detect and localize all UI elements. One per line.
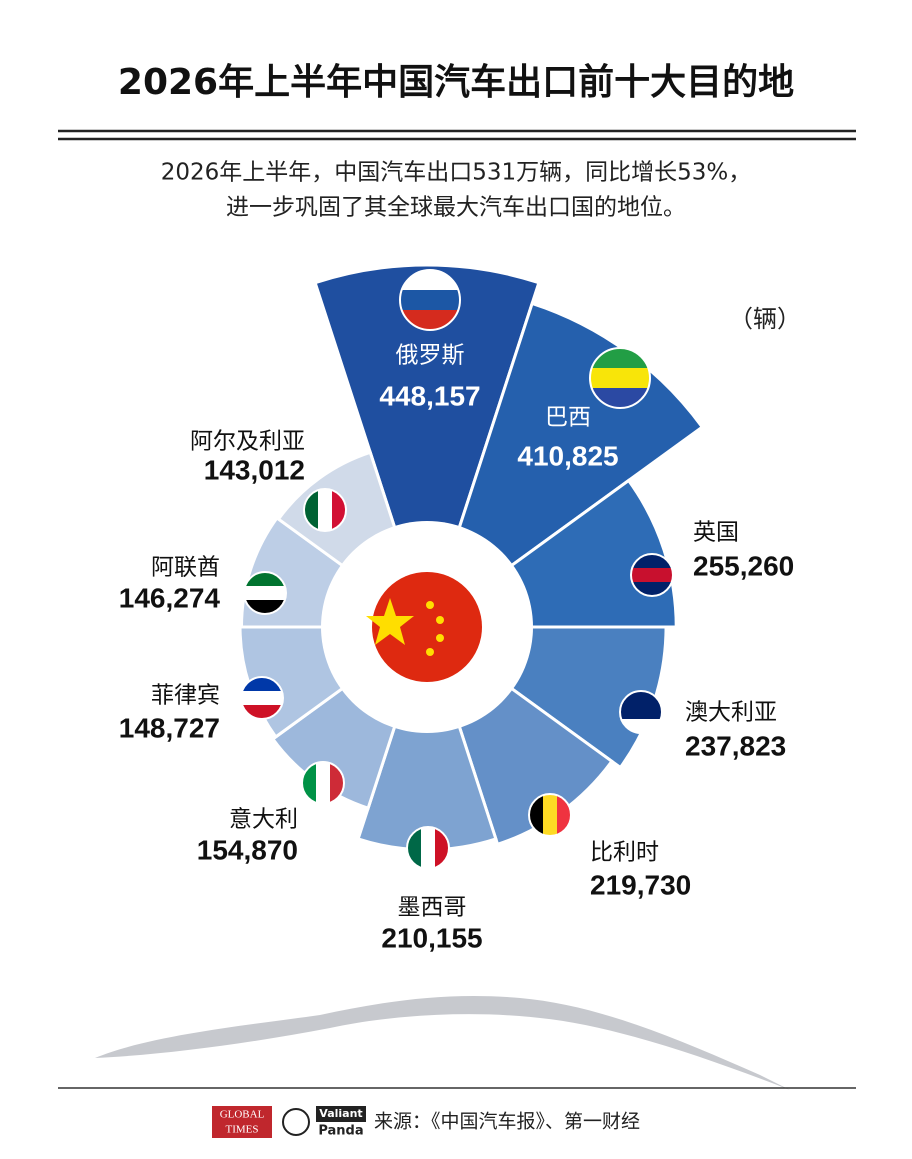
flag-border <box>528 793 572 837</box>
category-label: 菲律宾 <box>151 683 220 709</box>
plot: 俄罗斯 448,157 巴西 410,825 英国 255,260 澳大利亚 237,823 比… <box>119 263 794 953</box>
flag-stripe <box>620 705 662 720</box>
flag-stripe <box>400 270 460 291</box>
logo-text: Panda <box>318 1124 363 1139</box>
flag-stripe <box>631 568 673 583</box>
value-label: 143,012 <box>204 454 305 485</box>
category-label: 俄罗斯 <box>396 343 465 369</box>
flag-stripe <box>421 827 436 869</box>
category-label: 阿联酋 <box>151 555 220 581</box>
logo-box <box>316 1106 366 1122</box>
value-label: 154,870 <box>197 834 298 865</box>
value-label: 448,157 <box>379 380 480 411</box>
flag-border <box>243 571 287 615</box>
logo-text: TIMES <box>226 1124 259 1136</box>
flag-stripe <box>590 368 650 389</box>
flag-stripe <box>318 489 333 531</box>
value-label: 146,274 <box>119 582 221 613</box>
subtitle: 2026年上半年，中国汽车出口531万辆，同比增长53%， <box>161 160 752 186</box>
value-label: 237,823 <box>685 730 786 761</box>
flag-border <box>630 553 674 597</box>
flag-border <box>399 269 461 331</box>
flag-stripe <box>543 794 558 836</box>
flag-stripe <box>244 586 286 601</box>
value-label: 219,730 <box>590 869 691 900</box>
category-label: 英国 <box>693 520 739 546</box>
panda-icon <box>282 1108 310 1136</box>
value-label: 148,727 <box>119 712 220 743</box>
flag-border <box>301 761 345 805</box>
star <box>426 648 434 656</box>
value-label: 210,155 <box>381 922 482 953</box>
category-label: 墨西哥 <box>398 895 467 921</box>
star <box>366 598 414 645</box>
subtitle: 进一步巩固了其全球最大汽车出口国的地位。 <box>226 195 686 221</box>
value-label: 410,825 <box>517 440 618 471</box>
car-silhouette <box>95 995 790 1090</box>
unit-label: （辆） <box>729 305 801 333</box>
chart-title: 2026年上半年中国汽车出口前十大目的地 <box>118 62 794 103</box>
logo-text: GLOBAL <box>220 1109 265 1121</box>
value-label: 255,260 <box>693 550 794 581</box>
category-label: 巴西 <box>545 405 591 431</box>
flag-stripe <box>590 348 650 369</box>
china-flag <box>372 572 482 682</box>
category-label: 澳大利亚 <box>685 700 777 726</box>
category-label: 阿尔及利亚 <box>190 429 305 455</box>
logo-text: Valiant <box>319 1107 362 1120</box>
flag-border <box>619 690 663 734</box>
star <box>426 601 434 609</box>
flag-border <box>589 347 651 409</box>
flag-border <box>406 826 450 870</box>
category-label: 意大利 <box>229 807 298 833</box>
flag-stripe <box>241 691 283 706</box>
logo-box <box>212 1106 272 1138</box>
flag-border <box>240 676 284 720</box>
star <box>436 634 444 642</box>
star <box>436 616 444 624</box>
flag-stripe <box>316 762 331 804</box>
flag-border <box>303 488 347 532</box>
flag-stripe <box>400 290 460 311</box>
category-label: 比利时 <box>590 840 659 866</box>
source: 来源：《中国汽车报》、第一财经 <box>374 1111 640 1133</box>
